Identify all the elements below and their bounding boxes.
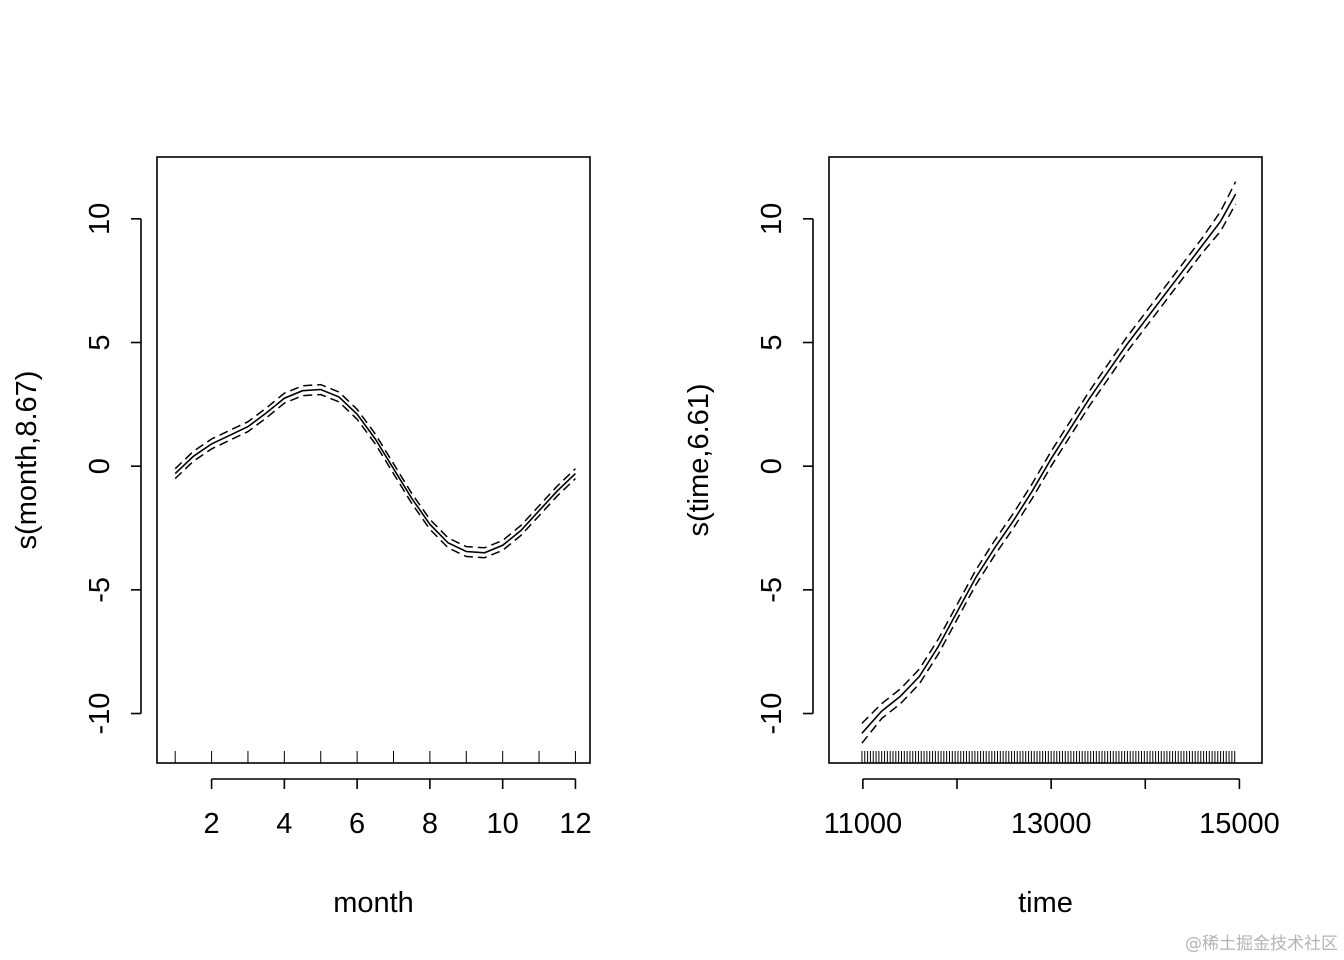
x-tick-label: 4	[276, 808, 292, 840]
y-tick-label: 0	[756, 458, 788, 474]
upper-ci-line	[174, 383, 576, 549]
smooth-fit-line	[861, 193, 1237, 734]
x-tick-label: 10	[487, 808, 519, 840]
x-tick-label: 6	[349, 808, 365, 840]
y-tick-label: -5	[84, 577, 116, 603]
month-smooth-panel: 2 4 6 8 10 12 -10 -5 0 5 10 month s(month,8.67)	[11, 156, 592, 919]
y-tick-label: -10	[756, 693, 788, 735]
smooth-fit-line	[174, 388, 576, 554]
x-tick-label: 15000	[1199, 808, 1280, 840]
y-tick-label: 10	[756, 203, 788, 235]
y-axis-title: s(time,6.61)	[683, 383, 715, 536]
x-tick-label: 12	[559, 808, 591, 840]
y-tick-label: 5	[756, 334, 788, 350]
y-axis-title: s(month,8.67)	[11, 371, 43, 550]
y-tick-label: 0	[84, 458, 116, 474]
time-smooth-panel: 11000 13000 15000 -10 -5 0 5 10 time s(time,6.61)	[683, 156, 1280, 919]
x-axis-title: time	[1018, 887, 1073, 919]
upper-ci-line	[861, 181, 1237, 724]
lower-ci-line	[861, 203, 1237, 744]
y-tick-label: 5	[84, 334, 116, 350]
y-tick-label: -5	[756, 577, 788, 603]
x-tick-label: 2	[204, 808, 220, 840]
x-tick-label: 13000	[1011, 808, 1092, 840]
x-tick-label: 8	[422, 808, 438, 840]
y-tick-label: -10	[84, 693, 116, 735]
lower-ci-line	[174, 393, 576, 559]
x-tick-label: 11000	[824, 808, 903, 840]
y-tick-label: 10	[84, 203, 116, 235]
watermark: @稀土掘金技术社区	[1185, 934, 1338, 954]
x-axis-title: month	[333, 887, 414, 919]
plot-frame	[156, 156, 591, 764]
